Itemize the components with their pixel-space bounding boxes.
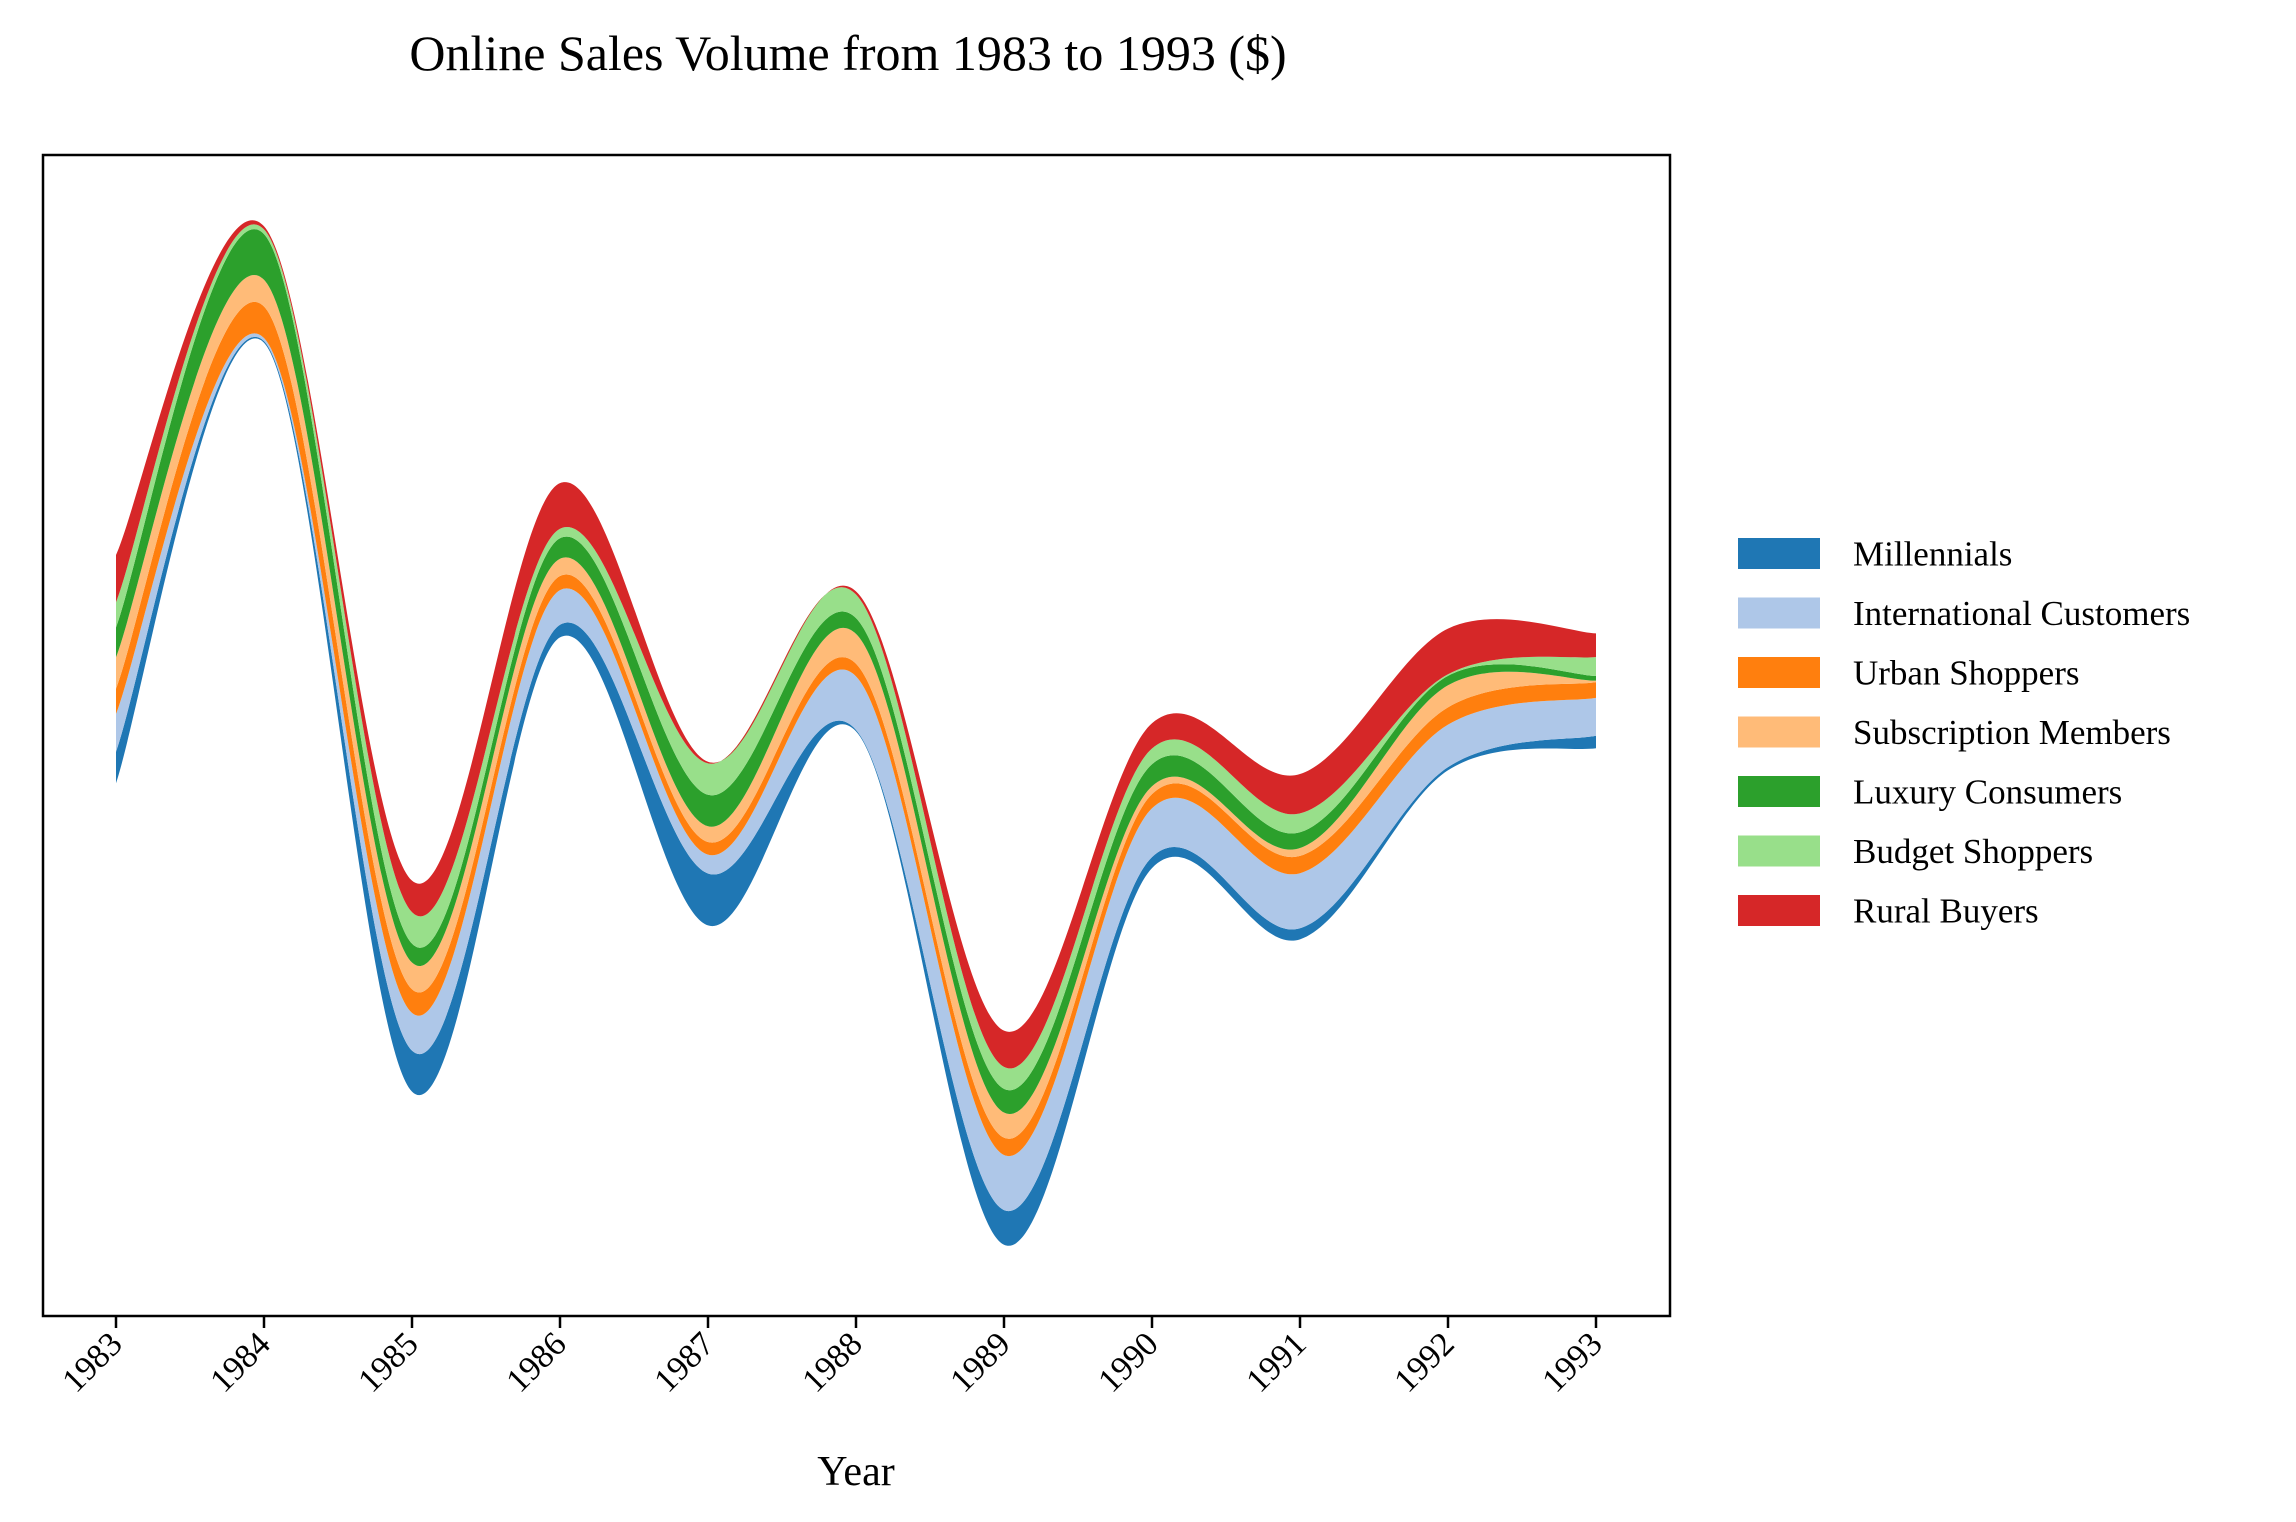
chart-title: Online Sales Volume from 1983 to 1993 ($… — [409, 25, 1286, 81]
legend-swatch — [1738, 597, 1820, 629]
legend-label: Millennials — [1853, 535, 2012, 574]
x-axis: 1983 1984 1985 1986 1987 1988 1989 1990 1991 1992… — [55, 1316, 1610, 1400]
x-tick-label: 1990 — [1091, 1325, 1165, 1399]
stream-areas — [116, 220, 1596, 1246]
x-tick-label: 1987 — [647, 1325, 721, 1399]
legend-label: Urban Shoppers — [1853, 654, 2080, 693]
x-tick-label: 1989 — [943, 1325, 1017, 1399]
legend-label: Rural Buyers — [1853, 892, 2039, 931]
x-tick-label: 1988 — [795, 1325, 869, 1399]
x-tick-label: 1986 — [499, 1325, 573, 1399]
legend-swatch — [1738, 776, 1820, 807]
legend-swatch — [1738, 835, 1820, 867]
x-axis-label: Year — [817, 1449, 894, 1495]
x-tick-label: 1983 — [55, 1325, 129, 1399]
x-tick-label: 1991 — [1239, 1325, 1313, 1399]
x-tick-label: 1985 — [351, 1325, 425, 1399]
legend-label: International Customers — [1853, 594, 2190, 633]
legend-swatch — [1738, 716, 1820, 748]
legend-label: Budget Shoppers — [1853, 832, 2093, 871]
x-tick-label: 1992 — [1387, 1325, 1461, 1399]
legend-swatch — [1738, 895, 1820, 926]
legend-label: Subscription Members — [1853, 713, 2171, 752]
legend-swatch — [1738, 657, 1820, 688]
x-tick-label: 1984 — [203, 1325, 277, 1399]
legend-swatch — [1738, 538, 1820, 569]
x-tick-label: 1993 — [1535, 1325, 1609, 1399]
legend-label: Luxury Consumers — [1853, 773, 2122, 812]
legend: Millennials International Customers Urban … — [1738, 535, 2190, 931]
